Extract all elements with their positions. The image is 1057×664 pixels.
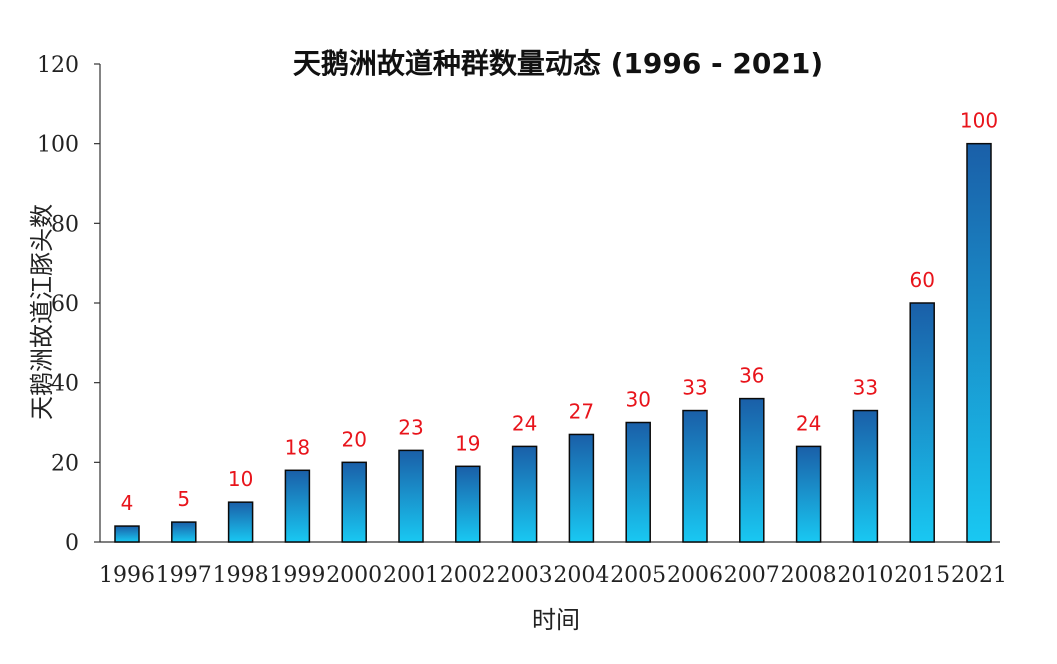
bar-2002 [455, 465, 481, 543]
x-tick-label-1999: 1999 [269, 563, 325, 588]
data-label-2004: 27 [569, 399, 594, 423]
data-label-2008: 24 [796, 411, 821, 435]
x-tick-label-1998: 1998 [213, 563, 269, 588]
data-labels: 4 5 10 18 20 23 19 24 27 30 33 36 24 33 60 100 [121, 109, 998, 515]
y-tick-label: 20 [51, 451, 79, 476]
x-tick-label-2002: 2002 [440, 563, 496, 588]
bar-2003 [511, 445, 538, 543]
bar-2007 [739, 397, 765, 543]
data-label-2003: 24 [512, 411, 537, 435]
bars [114, 142, 992, 543]
y-tick-labels: 0 20 40 60 80 100 120 [37, 53, 79, 556]
x-tick-label-1996: 1996 [99, 563, 155, 588]
bar-2004 [568, 433, 595, 543]
x-tick-label-2021: 2021 [951, 563, 1007, 588]
data-label-2010: 33 [853, 376, 878, 400]
y-tick-label: 0 [65, 531, 79, 556]
x-tick-label-2010: 2010 [837, 563, 893, 588]
bar-1998 [227, 501, 254, 543]
data-label-1997: 5 [177, 487, 190, 511]
bar-2000 [341, 461, 367, 543]
data-label-2002: 19 [455, 431, 480, 455]
data-label-1996: 4 [121, 491, 134, 515]
x-tick-labels: 1996 1997 1998 1999 2000 2001 2002 2003 2004 2005… [99, 563, 1007, 588]
data-label-2006: 33 [682, 376, 707, 400]
y-tick-label: 100 [37, 133, 79, 158]
bar-2021 [966, 142, 992, 543]
data-label-2007: 36 [739, 364, 764, 388]
bar-2006 [682, 409, 708, 543]
x-tick-label-2004: 2004 [553, 563, 609, 588]
x-tick-label-2000: 2000 [326, 563, 382, 588]
y-tick-label: 40 [51, 372, 79, 397]
bar-1999 [284, 469, 311, 543]
x-tick-label-2015: 2015 [894, 563, 950, 588]
x-tick-label-2005: 2005 [610, 563, 666, 588]
x-tick-label-1997: 1997 [156, 563, 212, 588]
y-tick-label: 80 [51, 212, 79, 237]
bar-2005 [625, 421, 651, 543]
bar-2010 [852, 409, 879, 543]
x-axis-title: 时间 [532, 606, 580, 634]
data-label-2001: 23 [398, 415, 423, 439]
x-tick-label-2007: 2007 [724, 563, 780, 588]
data-label-2005: 30 [625, 388, 650, 412]
data-label-2021: 100 [960, 109, 998, 133]
data-label-2015: 60 [909, 268, 934, 292]
x-tick-label-2001: 2001 [383, 563, 439, 588]
data-label-2000: 20 [341, 427, 366, 451]
bar-1996 [114, 525, 140, 543]
y-tick-label: 60 [51, 292, 79, 317]
bar-2001 [398, 449, 424, 543]
y-axis-title: 天鹅洲故道江豚头数 [28, 204, 56, 420]
bar-1997 [171, 521, 197, 543]
bar-2008 [795, 445, 822, 543]
x-tick-label-2008: 2008 [781, 563, 837, 588]
y-tick-label: 120 [37, 53, 79, 78]
data-label-1999: 18 [285, 435, 310, 459]
x-tick-label-2003: 2003 [497, 563, 553, 588]
data-label-1998: 10 [228, 467, 253, 491]
bar-2015 [909, 302, 935, 543]
x-tick-label-2006: 2006 [667, 563, 723, 588]
chart-title: 天鹅洲故道种群数量动态 (1996 - 2021) [293, 47, 823, 80]
